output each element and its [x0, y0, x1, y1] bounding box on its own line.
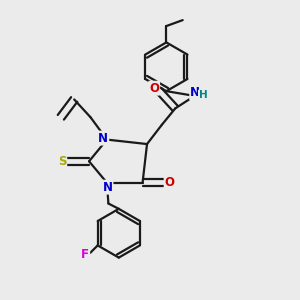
Text: N: N — [103, 181, 112, 194]
Text: N: N — [98, 132, 108, 145]
Text: F: F — [81, 248, 89, 261]
Text: O: O — [165, 176, 175, 189]
Text: O: O — [149, 82, 159, 95]
Text: N: N — [190, 86, 200, 99]
Text: S: S — [58, 155, 66, 168]
Text: H: H — [199, 90, 207, 100]
